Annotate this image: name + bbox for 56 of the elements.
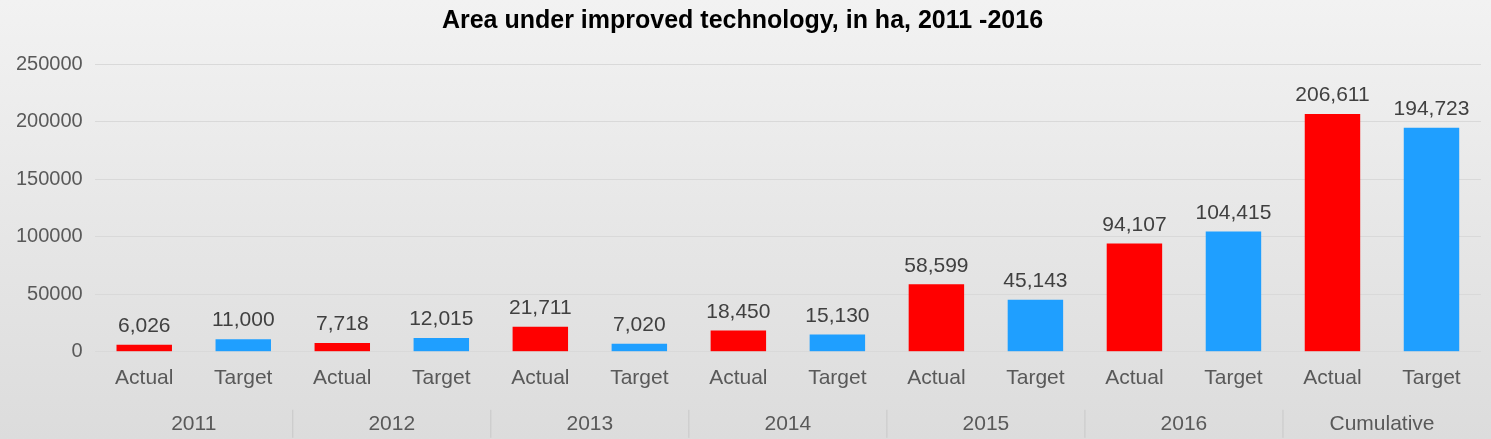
- x-tick-label: Target: [1402, 365, 1461, 389]
- bar: [908, 284, 965, 352]
- x-tick-label: Actual: [1303, 365, 1362, 389]
- chart-title: Area under improved technology, in ha, 2011 -2016: [441, 4, 1044, 33]
- bar: [611, 343, 668, 352]
- text: 2016: [1160, 410, 1208, 434]
- data-label: 104,415: [1195, 199, 1272, 223]
- data-label: 15,130: [805, 302, 870, 326]
- y-tick-label: 250000: [15, 51, 83, 74]
- bar: [1304, 113, 1361, 352]
- y-tick-label: 50000: [27, 281, 83, 304]
- x-tick-label: Target: [808, 365, 867, 389]
- bar: [413, 337, 470, 352]
- bar: [710, 330, 767, 352]
- data-label: 45,143: [1003, 268, 1068, 292]
- data-label: 94,107: [1102, 211, 1167, 235]
- bar: [809, 334, 866, 352]
- text: 2015: [962, 410, 1010, 434]
- y-tick-label: 200000: [15, 109, 83, 132]
- x-tick-label: Target: [214, 365, 273, 389]
- bar: [116, 344, 172, 352]
- x-tick-label: Target: [412, 365, 471, 389]
- bar: [215, 339, 271, 352]
- bar: [512, 326, 569, 352]
- bar: [1403, 127, 1460, 352]
- text: 2014: [764, 410, 812, 434]
- data-label: 206,611: [1295, 82, 1370, 106]
- bar: [314, 342, 371, 352]
- x-tick-label: Target: [610, 365, 669, 389]
- x-tick-label: Target: [1204, 365, 1263, 389]
- data-label: 12,015: [409, 306, 474, 330]
- bar: [1205, 231, 1262, 352]
- data-label: 6,026: [117, 313, 171, 337]
- data-label: 21,711: [508, 295, 572, 319]
- y-tick-label: 100000: [15, 224, 83, 247]
- data-label: 7,718: [316, 311, 369, 335]
- text: 2012: [368, 410, 416, 434]
- y-tick-label: 150000: [15, 166, 83, 189]
- x-tick-label: Actual: [115, 365, 174, 389]
- y-tick-label: 0: [71, 339, 83, 362]
- text: 2013: [566, 410, 614, 434]
- data-label: 11,000: [211, 307, 275, 331]
- data-label: 7,020: [613, 312, 666, 336]
- x-tick-label: Actual: [1105, 365, 1164, 389]
- bar: [1007, 299, 1064, 352]
- data-label: 194,723: [1393, 95, 1470, 119]
- x-tick-label: Actual: [511, 365, 570, 389]
- x-tick-label: Actual: [313, 365, 372, 389]
- x-tick-label: Actual: [709, 365, 768, 389]
- data-label: 18,450: [706, 298, 771, 322]
- text: 2011: [171, 410, 217, 434]
- x-tick-label: Actual: [907, 365, 966, 389]
- data-label: 58,599: [904, 252, 969, 276]
- text: Cumulative: [1329, 410, 1435, 434]
- bar: [1106, 243, 1163, 352]
- x-tick-label: Target: [1006, 365, 1065, 389]
